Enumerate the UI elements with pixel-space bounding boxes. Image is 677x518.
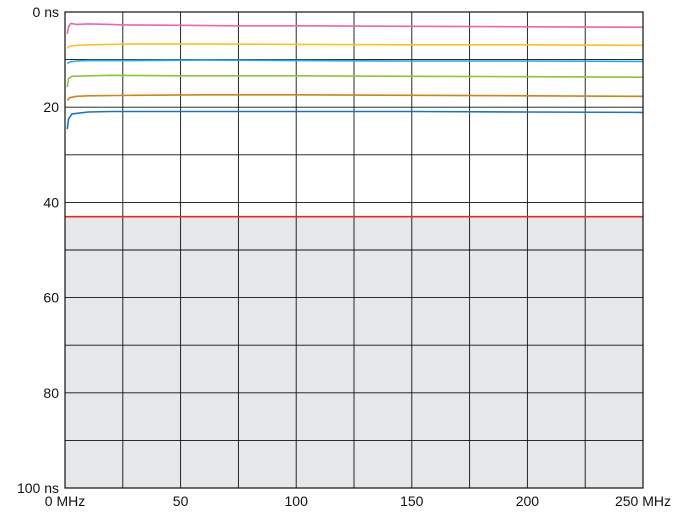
- x-tick-label: 250 MHz: [615, 493, 671, 509]
- series-line-3: [66, 59, 644, 65]
- y-tick-label: 80: [43, 385, 59, 401]
- series-layer: [66, 22, 644, 130]
- x-tick-label: 0 MHz: [45, 493, 85, 509]
- series-line-2: [66, 43, 644, 49]
- y-axis-ticks: 0 ns 20 40 60 80 100 ns: [17, 4, 59, 496]
- y-tick-label: 40: [43, 194, 59, 210]
- x-tick-label: 200: [516, 493, 540, 509]
- x-axis-ticks: 0 MHz 50 100 150 200 250 MHz: [45, 493, 671, 509]
- series-line-6: [66, 110, 644, 130]
- x-tick-label: 150: [400, 493, 424, 509]
- y-tick-label: 60: [43, 290, 59, 306]
- x-tick-label: 50: [173, 493, 189, 509]
- series-line-4: [66, 74, 644, 88]
- series-line-1: [66, 22, 644, 35]
- y-tick-label: 0 ns: [33, 4, 59, 20]
- x-tick-label: 100: [285, 493, 309, 509]
- grid-layer: [65, 12, 643, 488]
- y-tick-label: 20: [43, 99, 59, 115]
- y-tick-label: 100 ns: [17, 480, 59, 496]
- series-line-5: [66, 94, 644, 102]
- plot-frame: [64, 11, 644, 489]
